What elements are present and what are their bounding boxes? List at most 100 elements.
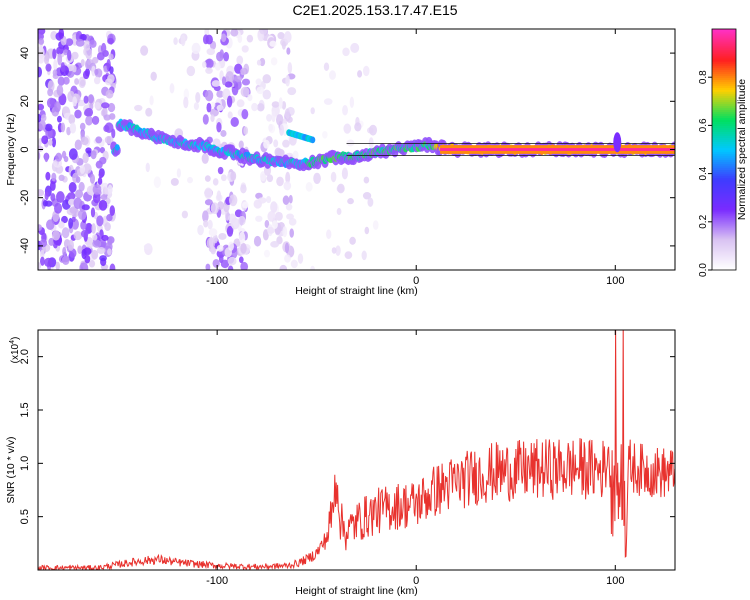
noise-cell	[52, 48, 57, 60]
noise-cell	[251, 102, 258, 112]
noise-cell	[80, 229, 89, 238]
noise-cell	[69, 122, 77, 134]
noise-cell	[55, 152, 63, 162]
noise-cell	[41, 114, 47, 122]
noise-cell	[143, 243, 152, 250]
noise-cell	[56, 191, 65, 203]
colorbar-step	[712, 55, 736, 58]
noise-cell	[344, 251, 353, 259]
noise-cell	[83, 109, 92, 117]
noise-cell	[83, 95, 89, 104]
noise-cell	[347, 198, 354, 205]
noise-cell	[330, 171, 337, 183]
noise-cell	[93, 76, 101, 85]
noise-cell	[104, 122, 114, 133]
noise-cell	[216, 244, 224, 252]
noise-cell	[362, 191, 372, 200]
colorbar-step	[712, 233, 736, 237]
bottom-y-tick-label: 2.0	[19, 349, 31, 364]
multiplier-exponent: 4	[9, 340, 16, 344]
noise-cell	[236, 99, 245, 108]
noise-cell	[197, 224, 204, 236]
noise-cell	[38, 103, 45, 111]
noise-cell	[104, 222, 111, 231]
noise-cell	[80, 220, 87, 231]
noise-cell	[105, 89, 114, 99]
noise-cell	[224, 81, 233, 88]
noise-cell	[80, 59, 85, 67]
colorbar-step	[712, 237, 736, 241]
noise-cell	[310, 265, 315, 270]
noise-cell	[38, 113, 42, 123]
colorbar-step	[712, 209, 736, 213]
colorbar-step	[712, 225, 736, 229]
noise-cell	[82, 152, 89, 164]
noise-cell	[286, 47, 291, 55]
noise-cell	[51, 137, 57, 148]
colorbar-step	[712, 205, 736, 209]
colorbar-step	[712, 229, 736, 233]
colorbar-step	[712, 61, 736, 64]
noise-cell	[241, 109, 249, 120]
noise-cell	[96, 246, 106, 255]
colorbar-step	[712, 107, 736, 110]
noise-cell	[281, 41, 286, 50]
noise-cell	[180, 34, 186, 47]
noise-cell	[205, 67, 213, 74]
noise-cell	[94, 102, 101, 110]
noise-cell	[363, 176, 370, 184]
noise-cell	[205, 263, 211, 270]
colorbar-tick-label: 0.0	[698, 263, 709, 277]
top-x-axis-label: Height of straight line (km)	[295, 285, 418, 297]
noise-cell	[270, 201, 278, 213]
noise-cell	[354, 122, 362, 132]
noise-cell	[96, 52, 105, 61]
noise-cell	[266, 174, 274, 183]
noise-cell	[346, 139, 355, 147]
noise-cell	[210, 114, 215, 123]
colorbar-step	[712, 241, 736, 245]
noise-cell	[96, 215, 104, 227]
noise-cell	[284, 254, 291, 263]
noise-cell	[107, 184, 113, 195]
colorbar-step	[712, 91, 736, 94]
noise-cell	[173, 37, 178, 45]
noise-cell	[285, 203, 293, 211]
colorbar-step	[712, 179, 736, 183]
noise-cell	[243, 126, 249, 135]
top-y-tick-label: 40	[19, 47, 31, 59]
colorbar-step	[712, 183, 736, 187]
noise-cell	[68, 217, 73, 229]
noise-cell	[220, 174, 227, 182]
colorbar-step	[712, 243, 736, 247]
noise-cell	[46, 97, 56, 109]
noise-cell	[216, 104, 224, 111]
noise-cell	[285, 74, 290, 87]
colorbar-step	[712, 53, 736, 56]
noise-cell	[99, 146, 106, 154]
noise-cell	[79, 165, 86, 174]
colorbar-label: Normalized spectral amplitude	[736, 79, 748, 220]
noise-cell	[364, 226, 370, 235]
ridge-branch-cell	[310, 136, 316, 144]
noise-cell	[38, 45, 44, 53]
noise-cell	[191, 42, 201, 55]
colorbar-step	[712, 87, 736, 90]
colorbar-step	[712, 265, 736, 269]
noise-cell	[88, 259, 96, 268]
noise-cell	[216, 122, 222, 133]
noise-cell	[60, 122, 66, 133]
noise-cell	[225, 71, 235, 83]
colorbar-step	[712, 79, 736, 82]
colorbar-frame	[711, 28, 737, 271]
noise-cell	[241, 45, 249, 53]
noise-cell	[290, 259, 298, 269]
noise-cell	[92, 239, 102, 248]
noise-cell	[72, 64, 77, 73]
colorbar-step	[712, 77, 736, 80]
noise-cell	[284, 108, 290, 119]
noise-cell	[87, 94, 95, 104]
colorbar-step	[712, 227, 736, 231]
colorbar-step	[712, 143, 736, 147]
